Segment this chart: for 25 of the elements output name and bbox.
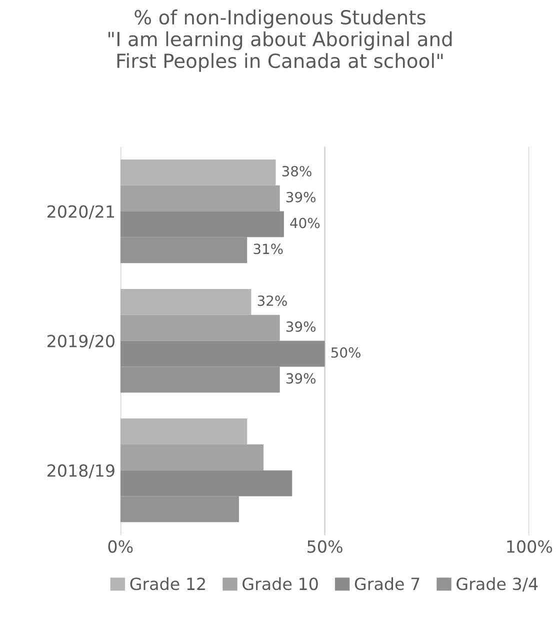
x-tick-label: 100% — [507, 540, 552, 553]
data-label: 32% — [258, 295, 287, 306]
data-label: 40% — [290, 218, 320, 228]
data-label: 39% — [286, 373, 316, 384]
legend-label: Grade 7 — [354, 577, 420, 590]
bar — [120, 159, 276, 186]
x-tick-label: 0% — [108, 540, 133, 553]
bar — [120, 418, 248, 444]
data-label: 39% — [286, 321, 316, 332]
chart-title: % of non-Indigenous Students "I am learning about Aboriginal and First Peoples in Canada at school" — [108, 10, 452, 72]
y-tick-label: 2019/20 — [48, 334, 114, 349]
y-tick-label: 2020/21 — [48, 205, 114, 220]
y-tick-label: 2018/19 — [48, 464, 114, 478]
x-tick-label: 50% — [308, 540, 342, 553]
bar — [120, 185, 280, 212]
bar — [120, 314, 280, 341]
data-label: 50% — [331, 347, 360, 358]
bar — [120, 288, 252, 315]
data-label: 38% — [282, 166, 312, 176]
legend-label: Grade 10 — [242, 577, 318, 590]
legend-label: Grade 12 — [130, 577, 205, 590]
data-label: 39% — [286, 192, 316, 202]
bar — [120, 444, 264, 470]
legend-label: Grade 3/4 — [456, 577, 538, 592]
data-label: 31% — [254, 244, 283, 254]
